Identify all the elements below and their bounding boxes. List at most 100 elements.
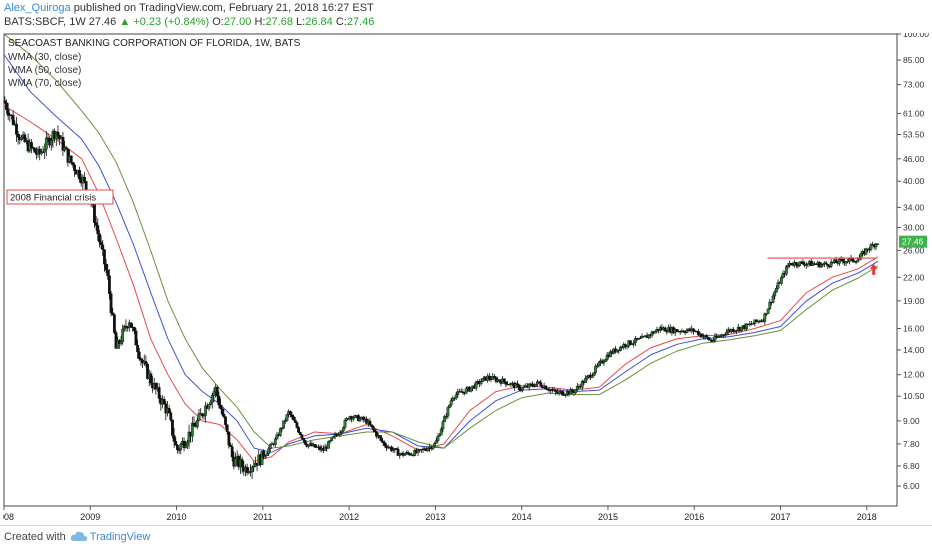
candle-body: [869, 244, 873, 250]
candle-body: [336, 434, 340, 436]
candle-body: [361, 416, 365, 421]
tradingview-link[interactable]: TradingView: [70, 531, 151, 543]
candle-body: [15, 123, 18, 135]
legend-wma30: WMA (30, close): [8, 52, 81, 63]
time-axis[interactable]: 2008 2009 2010 2011 2012 2013 2014 2015 2016 2017…: [0, 506, 877, 522]
y-tick-label: 26.00: [903, 245, 925, 255]
candle-body: [702, 336, 705, 338]
candle-body: [784, 266, 788, 275]
candle-body: [527, 383, 531, 388]
candle-body: [624, 344, 627, 347]
candle-body: [786, 265, 790, 267]
callout-text: 2008 Financial crisis: [10, 193, 96, 204]
chart-area[interactable]: 2008 Financial crisis 27.46 100.00 85.00 73…: [0, 29, 929, 525]
candle-body: [446, 407, 450, 417]
candle-body: [706, 337, 710, 340]
price-axis[interactable]: 100.00 85.00 73.00 61.00 53.50 46.00 40.00 34.0…: [897, 29, 929, 491]
candle-body: [504, 381, 508, 385]
candle-body: [449, 400, 453, 406]
candle-body: [370, 424, 373, 427]
candle-body: [245, 466, 249, 473]
candle-body: [124, 325, 128, 328]
candle-body: [632, 342, 636, 345]
candle-body: [293, 419, 297, 423]
candle-body: [167, 407, 171, 414]
candle-body: [331, 436, 335, 439]
candle-body: [705, 335, 709, 338]
candle-body: [149, 373, 153, 384]
candle-body: [534, 383, 538, 387]
candle-body: [436, 436, 440, 441]
candle-body: [33, 148, 37, 153]
candle-body: [64, 147, 68, 150]
candle-body: [313, 444, 317, 448]
candle-body: [112, 314, 116, 333]
y-tick-label: 12.00: [903, 370, 925, 380]
candle-body: [517, 384, 521, 390]
candle-body: [93, 204, 96, 223]
candle-body: [385, 445, 388, 449]
y-tick-label: 34.00: [903, 202, 925, 212]
created-with-text: Created with: [4, 531, 66, 543]
candle-body: [781, 272, 785, 278]
chart-background: [3, 33, 929, 525]
quote-line: BATS:SBCF, 1W 27.46 ▲ +0.23 (+0.84%) O:2…: [4, 16, 374, 28]
candle-body: [265, 453, 269, 456]
candle-body: [101, 244, 105, 250]
candle-body: [16, 134, 20, 138]
financial-crisis-callout[interactable]: 2008 Financial crisis: [6, 189, 114, 205]
candle-body: [290, 414, 294, 417]
candle-body: [438, 434, 441, 437]
price-chart[interactable]: 2008 Financial crisis 27.46 100.00 85.00 73…: [0, 29, 929, 525]
candle-body: [172, 435, 176, 442]
candle-body: [531, 383, 534, 387]
candle-body: [592, 372, 596, 376]
candle-body: [381, 440, 385, 444]
candle-body: [98, 233, 101, 243]
candle-body: [597, 362, 601, 366]
candle-body: [209, 402, 213, 405]
candle-body: [169, 412, 173, 421]
x-tick-label: 2010: [167, 512, 187, 522]
candle-body: [129, 322, 133, 328]
candle-body: [848, 258, 851, 262]
candle-body: [371, 426, 375, 430]
candle-body: [444, 416, 448, 418]
up-arrow-marker-icon[interactable]: [869, 263, 878, 275]
candle-body: [794, 262, 798, 266]
y-tick-label: 16.00: [903, 323, 925, 333]
candle-body: [685, 330, 689, 333]
candle-body: [327, 441, 330, 449]
candle-body: [249, 471, 252, 473]
candle-body: [464, 388, 468, 394]
candle-body: [146, 363, 149, 379]
candle-body: [481, 378, 485, 382]
candle-body: [619, 346, 622, 351]
candle-body: [502, 378, 506, 382]
candle-body: [763, 313, 767, 322]
candle-body: [171, 419, 174, 436]
candle-body: [202, 415, 206, 417]
candle-body: [574, 389, 578, 394]
x-tick-label: 2011: [253, 512, 272, 522]
candle-body: [492, 376, 496, 378]
candle-body: [798, 261, 802, 267]
candle-body: [380, 437, 383, 442]
candle-body: [252, 466, 256, 468]
candle-body: [378, 435, 382, 438]
candle-body: [230, 446, 234, 458]
candle-body: [633, 338, 637, 344]
candle-body: [210, 395, 214, 403]
candle-body: [751, 323, 755, 325]
candle-body: [416, 449, 420, 453]
candle-body: [154, 383, 158, 390]
candle-body: [675, 329, 679, 332]
candle-body: [356, 415, 360, 422]
candle-body: [454, 394, 458, 399]
candle-body: [212, 391, 216, 396]
candle-body: [580, 381, 584, 388]
author-link[interactable]: Alex_Quiroga: [4, 2, 71, 14]
chart-title: SEACOAST BANKING CORPORATION OF FLORIDA,…: [8, 38, 301, 49]
candle-body: [176, 445, 179, 450]
brand-name: TradingView: [89, 531, 151, 543]
